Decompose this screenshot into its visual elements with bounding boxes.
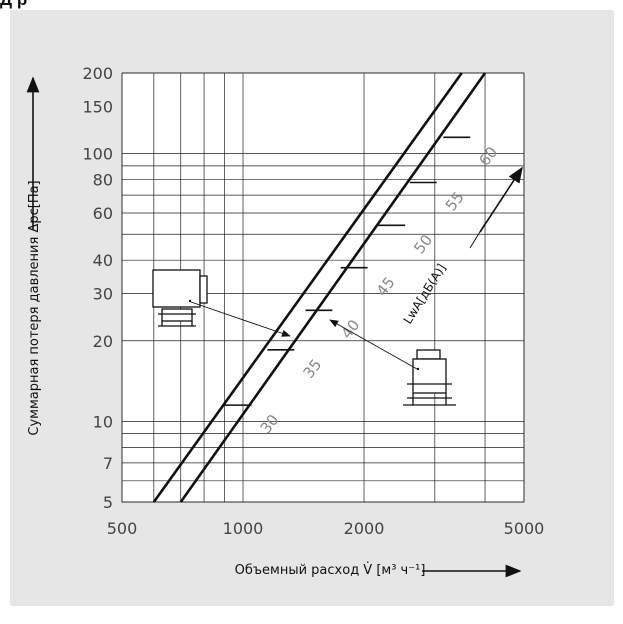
left-unit-pointer [190,301,291,337]
sound-level-arrow-guide [469,221,487,249]
y-axis-label: Суммарная потеря давления Δpc[Па] [27,180,42,435]
x-axis-label: Объемный расход V̇ [м³ ч⁻¹] [235,563,426,578]
y-tick-label: 7 [103,454,113,473]
right-unit-pointer-origin [416,367,420,371]
y-tick-label: 30 [93,285,113,304]
y-tick-label: 10 [93,412,113,431]
series-line-upper [152,72,463,503]
horizontal-fan-unit-icon [152,269,208,327]
y-tick-label: 100 [82,145,113,164]
sound-level-arrow [479,166,523,233]
x-tick-label: 2000 [344,519,385,538]
y-tick-label: 80 [93,171,113,190]
header-title: Д р [0,0,27,10]
y-tick-label: 60 [93,204,113,223]
y-tick-label: 20 [93,332,113,351]
x-tick-label: 5000 [504,519,545,538]
series-line-lower [179,72,487,503]
vertical-fan-unit-icon [403,349,456,406]
y-tick-label: 5 [103,493,113,512]
y-tick-label: 40 [93,251,113,270]
y-tick-label: 150 [82,97,113,116]
x-tick-label: 1000 [223,519,264,538]
plot-frame [121,72,525,503]
y-tick-label: 200 [82,64,113,83]
x-tick-label: 500 [107,519,138,538]
left-unit-pointer-origin [188,299,192,303]
right-unit-pointer [329,319,418,370]
